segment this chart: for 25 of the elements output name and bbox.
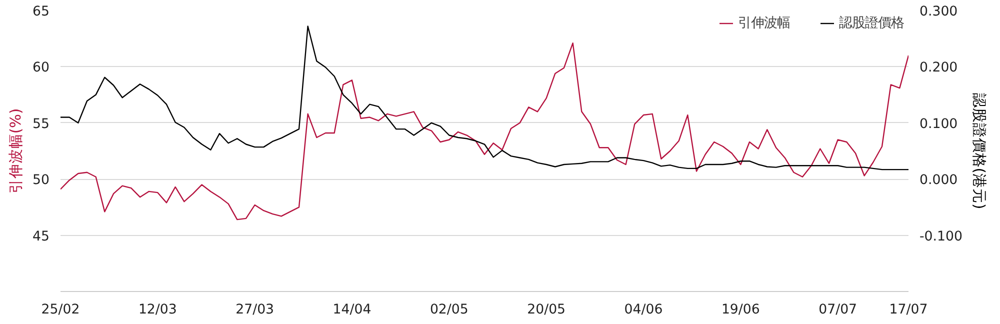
x-tick-label: 07/07: [818, 302, 858, 318]
y2-tick-label: 0.300: [920, 4, 958, 20]
y-tick-label: 45: [32, 229, 50, 244]
x-tick-label: 20/05: [527, 302, 566, 318]
y2-tick-label: -0.100: [920, 229, 962, 244]
y2-tick-label: 0.200: [920, 60, 958, 76]
y-tick-label: 60: [32, 60, 50, 76]
y-tick-label: 55: [32, 116, 50, 132]
y2-tick-label: 0.000: [920, 173, 958, 188]
y2-tick-label: 0.100: [920, 116, 958, 132]
y-tick-label: 50: [32, 173, 50, 188]
x-tick-label: 12/03: [138, 302, 177, 318]
line-series: [60, 42, 908, 220]
x-tick-label: 02/05: [430, 302, 468, 318]
y-axis-title: 引伸波幅(%): [8, 108, 25, 194]
y2-axis-title: 認股證價格(港元): [970, 92, 988, 210]
legend-label: 引伸波幅: [738, 15, 790, 32]
x-tick-label: 17/07: [889, 302, 928, 318]
legend-label: 認股證價格: [839, 14, 904, 32]
x-tick-label: 27/03: [236, 302, 274, 318]
x-tick-label: 19/06: [721, 302, 760, 318]
x-tick-label: 14/04: [332, 302, 372, 318]
x-tick-label: 25/02: [41, 302, 80, 318]
x-tick-label: 04/06: [624, 302, 663, 318]
y-tick-label: 65: [32, 4, 50, 20]
